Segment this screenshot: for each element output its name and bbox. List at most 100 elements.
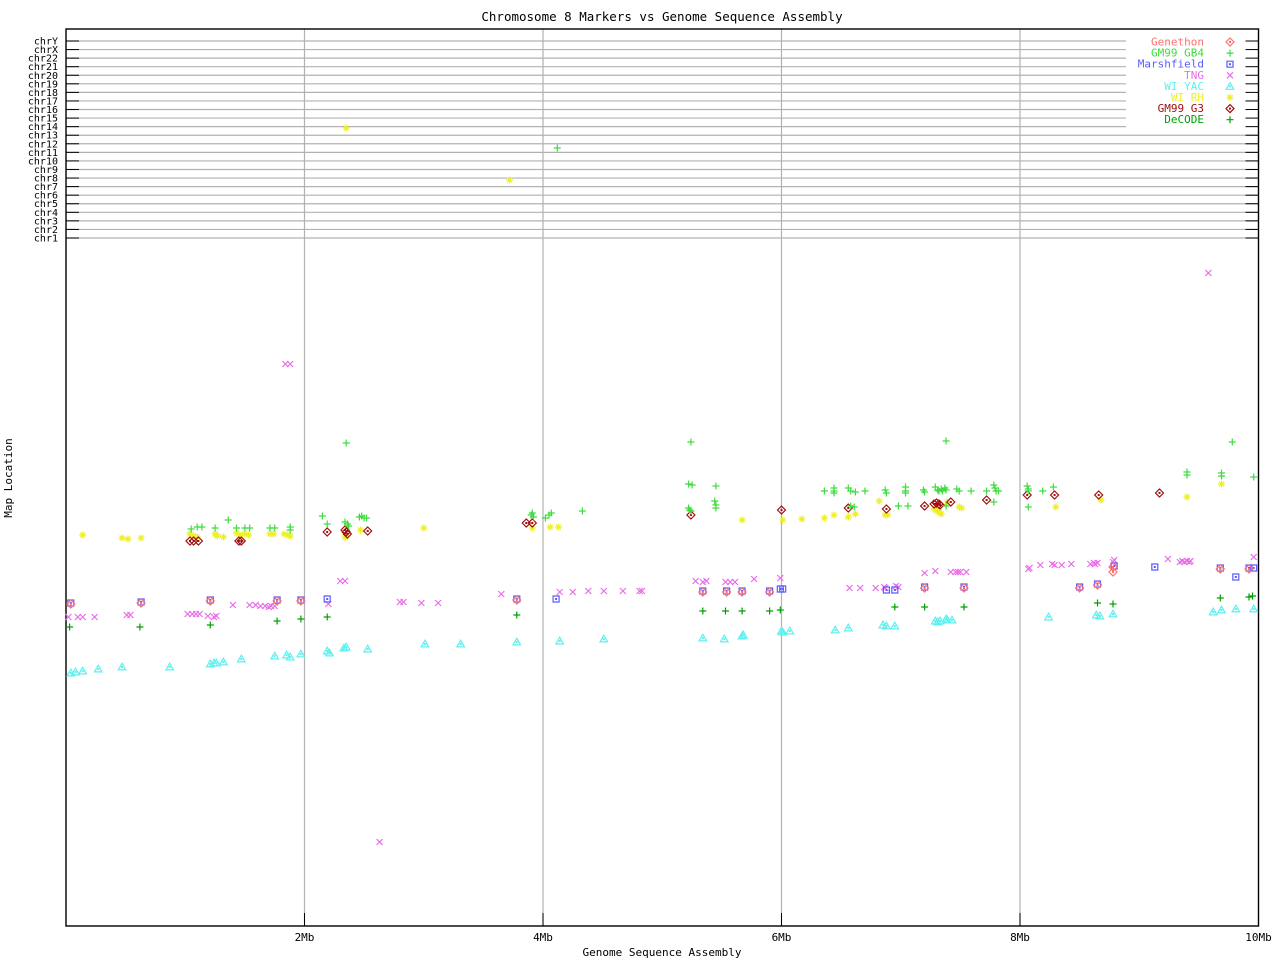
marker-dot [459,643,462,645]
point-tng [931,567,939,575]
marker-dot [1047,616,1050,618]
marker-stroke [921,569,929,577]
point-gm99-gb4 [1023,482,1031,490]
marker-stroke [921,603,929,611]
marker-stroke [578,507,586,515]
marker-dot [328,652,331,654]
marker-stroke [894,502,902,510]
marker-stroke [894,583,902,591]
point-tng [1026,564,1033,572]
marker-stroke [956,568,964,576]
point-wi-yac [77,665,88,675]
point-wi-rh [875,497,883,505]
marker-stroke [830,511,838,519]
marker-dot [81,670,84,672]
marker-stroke [937,510,945,518]
point-gm99-gb4 [921,488,929,496]
point-gm99-gb4 [1228,438,1236,446]
point-tng [692,577,700,585]
marker-stroke [527,518,538,528]
marker-stroke [846,584,853,592]
point-tng [1110,556,1118,564]
marker-stroke [1109,600,1117,608]
point-wi-yac [1216,604,1227,614]
y-tick-label-chr16: chr16 [28,105,58,116]
marker-stroke [960,583,968,591]
marker-stroke [65,599,76,609]
marker-dot [725,591,728,593]
point-tng [1036,561,1044,569]
marker-stroke [528,524,536,532]
marker-stroke [1095,610,1105,620]
marker-stroke [935,615,945,625]
point-genethon [136,598,146,608]
marker-stroke [991,484,999,492]
point-gm99-g3 [1093,490,1104,500]
point-wi-rh [241,530,249,538]
marker-stroke [1244,564,1254,574]
marker-stroke [511,636,522,646]
marker-dot [741,591,744,593]
marker-stroke [1049,490,1060,500]
point-wi-rh [219,533,227,541]
marker-stroke [324,647,335,657]
point-wi-yac [420,638,430,648]
y-tick-label-chrX: chrX [34,45,58,56]
marker-stroke [323,520,331,528]
marker-stroke [954,568,962,576]
marker-stroke [960,603,968,611]
point-wi-yac [881,620,892,630]
point-wi-yac [285,651,296,661]
point-genethon [737,587,747,597]
marker-dot [1112,571,1114,573]
marker-stroke [1039,487,1047,495]
marker-dot [788,630,791,632]
point-gm99-g3 [776,505,787,515]
point-decode [766,607,774,615]
marker-dot [140,602,143,604]
marker-stroke [136,598,146,608]
point-wi-yac [942,614,953,624]
marker-stroke [506,176,514,184]
marker-stroke [737,587,747,597]
marker-stroke [884,511,892,519]
marker-stroke [843,622,854,632]
marker-stroke [117,661,127,671]
marker-stroke [281,649,292,659]
marker-dot [299,653,302,655]
point-wi-yac [1248,603,1259,613]
marker-stroke [1151,563,1159,571]
marker-dot [847,507,850,509]
marker-dot [74,671,77,673]
marker-stroke [1226,94,1234,101]
marker-stroke [193,536,204,546]
marker-dot [121,666,123,668]
marker-stroke [779,585,787,593]
y-tick-label-chr12: chr12 [28,139,58,150]
marker-stroke [342,439,350,447]
point-wi-yac [455,638,466,648]
point-tng [956,568,964,576]
marker-stroke [962,568,970,576]
marker-stroke [224,516,232,524]
point-gm99-gb4 [995,487,1002,495]
point-wi-rh [420,524,428,532]
marker-stroke [636,587,644,595]
legend-label-tng: TNG [1184,69,1204,82]
marker-stroke [556,588,564,596]
x-tick-label: 2Mb [295,931,315,944]
point-tng [376,838,384,846]
marker-dot [1248,568,1250,570]
point-tng [638,587,646,595]
point-decode [738,607,746,615]
point-gm99-gb4 [1218,472,1225,480]
y-tick-label-chr22: chr22 [28,54,58,65]
marker-dot [701,591,704,593]
point-wi-yac [117,661,127,671]
marker-stroke [959,583,969,593]
point-genethon [697,587,708,597]
marker-stroke [738,587,746,595]
marker-stroke [400,598,407,606]
point-decode [960,603,968,611]
point-tng [497,590,505,598]
